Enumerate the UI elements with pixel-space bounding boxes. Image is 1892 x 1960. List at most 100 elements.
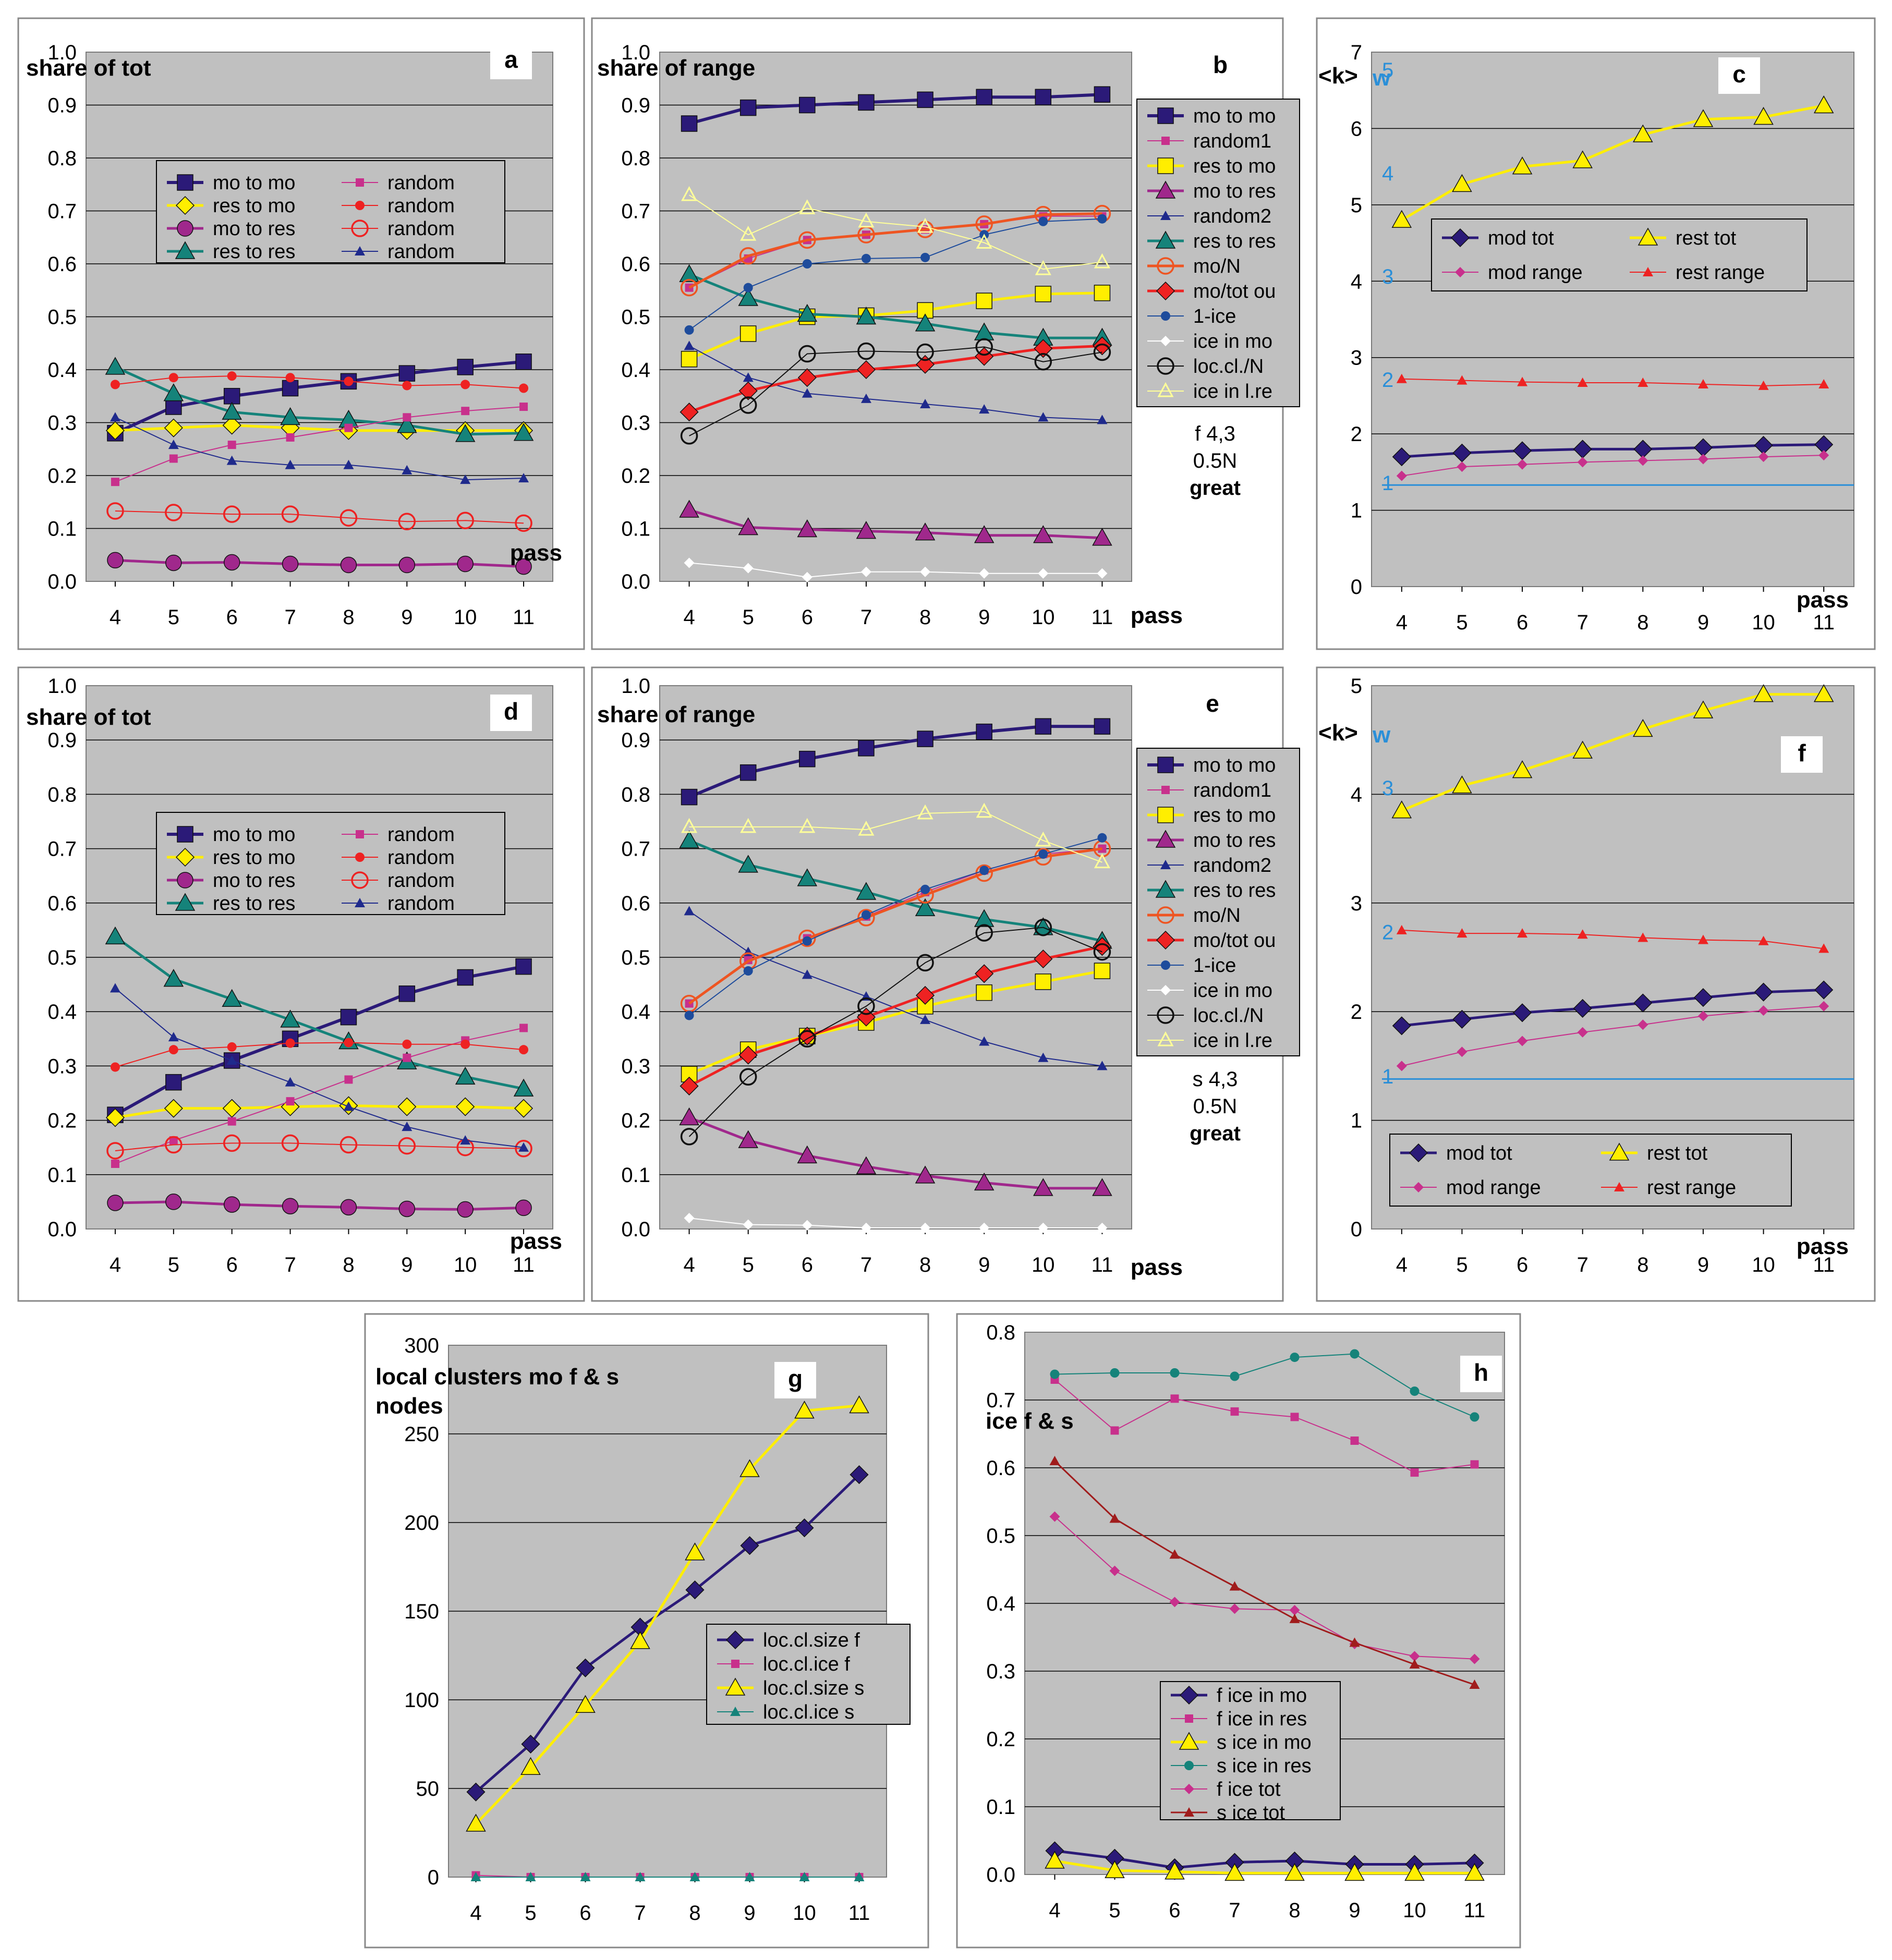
series-line: [1054, 1849, 1475, 1869]
data-point: [635, 1872, 646, 1881]
y-tick-label: 0.4: [621, 1001, 650, 1024]
data-point: [227, 441, 236, 449]
legend-box: [1431, 218, 1808, 291]
data-point: [1105, 1860, 1125, 1878]
series-rest-tot: [1391, 95, 1834, 228]
data-point: [1050, 1369, 1060, 1379]
data-point: [915, 522, 936, 541]
data-point: [920, 566, 931, 577]
legend-item: loc.cl./N: [1147, 356, 1264, 378]
data-point: [858, 740, 875, 757]
legend-marker: [1409, 1143, 1428, 1163]
series-random: [111, 403, 528, 486]
legend-item: mo to res: [1147, 830, 1276, 851]
y-tick-label: 0.7: [47, 838, 77, 861]
legend-marker: [1157, 357, 1174, 375]
data-point: [979, 1222, 990, 1233]
legend-item: random: [342, 172, 455, 194]
legend-marker: [730, 1707, 741, 1716]
series-line: [115, 1042, 524, 1068]
data-point: [521, 1734, 540, 1754]
data-point: [515, 558, 532, 575]
x-tick-label: 5: [1456, 611, 1467, 634]
series-loc-cl-n: [680, 338, 1111, 445]
series-mod-range: [1396, 1001, 1829, 1072]
legend-item: mod tot: [1400, 1142, 1512, 1164]
x-tick-label: 9: [978, 1253, 990, 1276]
chart-title: ice f & s: [986, 1408, 1074, 1434]
x-tick-label: 8: [689, 1902, 700, 1925]
data-point: [1229, 1603, 1240, 1614]
x-tick-label: 4: [1396, 1253, 1408, 1276]
series-line: [688, 273, 1102, 339]
data-point: [1813, 95, 1834, 114]
data-point: [110, 1062, 120, 1072]
y-tick-label: 0.7: [621, 200, 650, 223]
series-line: [688, 927, 1102, 1137]
data-point: [1758, 935, 1769, 945]
legend-label: res to res: [213, 893, 295, 915]
data-point: [849, 1395, 869, 1414]
panel-letter-box: [1192, 687, 1233, 723]
series-mo-to-res: [679, 500, 1112, 546]
data-point: [1035, 718, 1052, 735]
data-point: [1094, 963, 1111, 979]
x-tick-label: 6: [802, 1253, 813, 1276]
data-point: [525, 1872, 536, 1881]
data-point: [223, 388, 240, 405]
data-point: [1396, 470, 1407, 481]
data-point: [1289, 1605, 1300, 1615]
data-point: [1572, 150, 1593, 168]
y-tick-label: 0.8: [621, 147, 650, 170]
data-point: [798, 345, 816, 363]
legend-item: rest range: [1601, 1177, 1736, 1199]
data-point: [974, 525, 994, 543]
legend-label: mod tot: [1446, 1142, 1512, 1164]
data-point: [1097, 1061, 1108, 1070]
data-point: [795, 1518, 814, 1538]
legend-item: f ice in mo: [1171, 1685, 1307, 1707]
w-tick-label: 2: [1382, 369, 1393, 392]
series-rest-tot: [1391, 684, 1834, 819]
data-point: [684, 1213, 695, 1224]
x-tick-label: 4: [110, 606, 121, 629]
data-point: [797, 519, 818, 538]
data-point: [743, 1219, 754, 1230]
data-point: [344, 376, 354, 386]
w-tick-label: 2: [1382, 921, 1393, 944]
data-point: [974, 909, 994, 927]
y-tick-label: 0.0: [986, 1864, 1015, 1886]
legend-marker: [1160, 211, 1171, 220]
data-point: [1391, 210, 1412, 228]
y-tick-label: 200: [404, 1512, 439, 1535]
series-ice-in-l-re: [681, 186, 1110, 275]
data-point: [456, 1097, 475, 1116]
y-tick-label: 1.0: [47, 675, 77, 698]
data-point: [515, 1140, 532, 1158]
legend-label: res to mo: [213, 847, 295, 869]
data-point: [519, 383, 529, 393]
x-tick-label: 5: [168, 606, 179, 629]
legend-item: rest tot: [1630, 227, 1737, 249]
data-point: [1033, 525, 1053, 543]
legend-item: s ice tot: [1171, 1802, 1285, 1824]
legend-marker: [1184, 1807, 1194, 1817]
legend-label: loc.cl./N: [1193, 356, 1264, 378]
legend-marker: [1609, 1142, 1630, 1161]
y-tick-label: 0.6: [47, 892, 77, 915]
data-point: [1577, 457, 1588, 468]
data-point: [222, 989, 242, 1007]
data-point: [802, 259, 812, 269]
x-tick-label: 8: [919, 1253, 931, 1276]
data-point: [344, 1038, 354, 1048]
legend-marker: [1455, 267, 1465, 277]
data-point: [1404, 1862, 1425, 1881]
data-point: [402, 465, 413, 474]
note-text: f 4,3: [1195, 422, 1235, 445]
data-point: [339, 1136, 358, 1154]
data-point: [1344, 1862, 1365, 1881]
data-point: [165, 554, 182, 571]
legend-label: loc.cl.size s: [763, 1677, 864, 1699]
data-point: [976, 984, 992, 1001]
data-point: [1818, 943, 1829, 953]
